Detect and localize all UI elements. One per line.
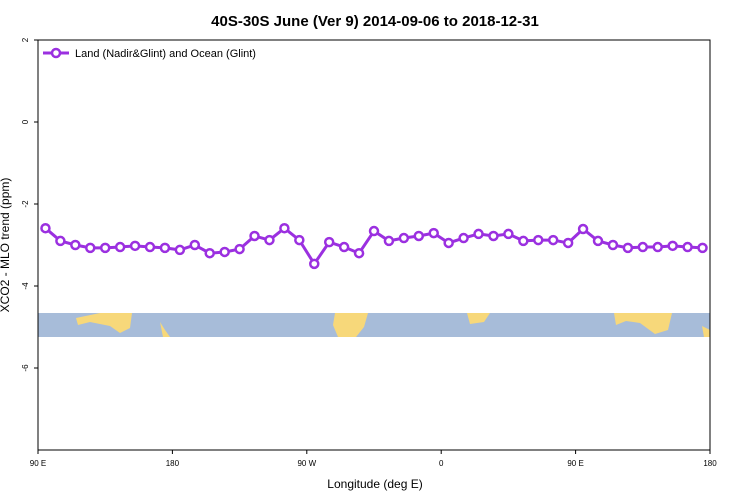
legend-label: Land (Nadir&Glint) and Ocean (Glint) (75, 48, 256, 60)
y-tick-label: 2 (21, 37, 30, 42)
point (323, 236, 335, 248)
point (189, 239, 201, 251)
point (99, 242, 111, 254)
x-tick-label: 0 (439, 459, 444, 468)
point (667, 240, 678, 252)
point (353, 247, 365, 259)
point (562, 237, 574, 249)
point (114, 241, 126, 253)
y-tick-label: -2 (21, 200, 30, 208)
point (309, 258, 320, 270)
point (533, 234, 544, 246)
point (488, 230, 499, 242)
point (234, 243, 245, 255)
y-tick-label: 0 (21, 119, 30, 124)
x-tick-label: 90 E (30, 459, 46, 468)
x-tick-label: 90 E (567, 459, 583, 468)
x-tick-label: 180 (166, 459, 180, 468)
map-strip (38, 313, 710, 337)
point (697, 242, 708, 254)
point (428, 227, 439, 239)
point (129, 240, 141, 252)
point (443, 237, 454, 249)
point (592, 235, 604, 247)
point (503, 228, 514, 240)
plot-frame (37, 39, 711, 451)
point (204, 247, 215, 259)
point (144, 241, 156, 253)
x-tick-label: 180 (703, 459, 717, 468)
point (159, 242, 171, 254)
point (40, 222, 51, 234)
point (55, 235, 66, 247)
point (398, 232, 410, 244)
point (264, 234, 275, 246)
point (413, 230, 425, 242)
point (682, 241, 693, 253)
point (518, 235, 529, 247)
point (458, 232, 469, 244)
point (249, 230, 260, 242)
point (174, 244, 186, 256)
y-tick-label: -4 (21, 282, 30, 290)
point (383, 235, 395, 247)
point (294, 234, 305, 246)
point (547, 234, 559, 246)
point (279, 222, 290, 234)
point (85, 242, 96, 254)
y-axis-label: XCO2 - MLO trend (ppm) (0, 178, 12, 313)
point (473, 228, 484, 240)
x-tick-label: 90 W (297, 459, 316, 468)
point (70, 239, 81, 251)
legend-marker (50, 47, 62, 59)
y-tick-label: -6 (21, 364, 30, 372)
chart-title: 40S-30S June (Ver 9) 2014-09-06 to 2018-… (211, 13, 539, 30)
point (338, 241, 350, 253)
point (637, 241, 649, 253)
point (622, 242, 634, 254)
x-axis-label: Longitude (deg E) (327, 477, 422, 491)
point (577, 223, 589, 235)
legend: Land (Nadir&Glint) and Ocean (Glint) (43, 47, 256, 60)
point (652, 241, 663, 253)
point (368, 225, 380, 237)
point (607, 239, 619, 251)
point (219, 246, 230, 258)
